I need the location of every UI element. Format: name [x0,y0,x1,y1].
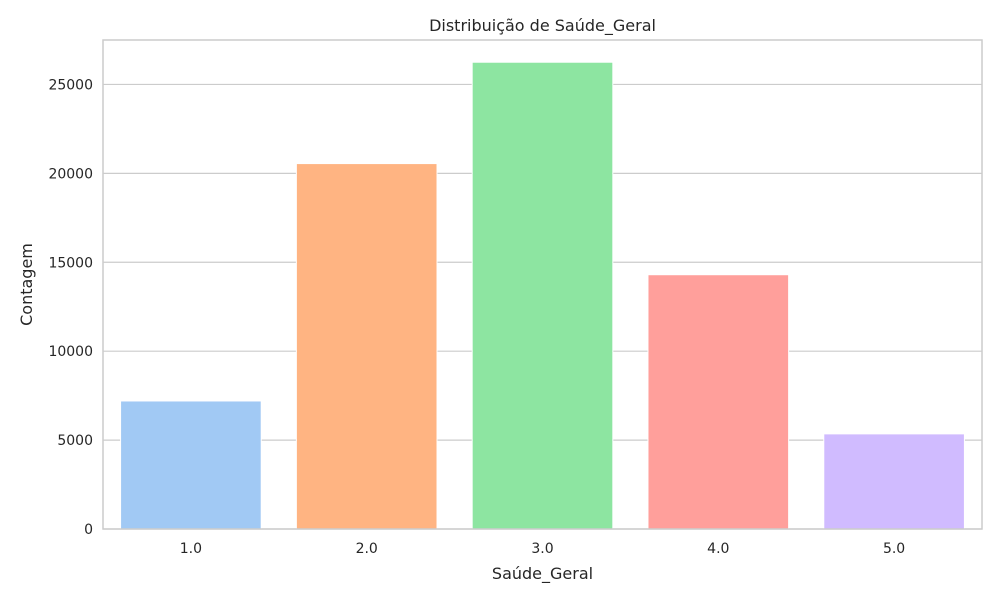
y-tick-label: 10000 [48,344,93,360]
bar-1.0 [120,400,262,530]
y-tick-label: 0 [84,522,93,538]
y-tick-label: 25000 [48,77,93,93]
chart-title: Distribuição de Saúde_Geral [429,16,656,36]
plot-frame [102,39,983,530]
x-axis-label: Saúde_Geral [492,564,593,584]
bars [120,61,965,530]
x-tick-label: 2.0 [356,541,378,557]
x-tick-label: 4.0 [707,541,729,557]
bar-3.0 [471,61,614,530]
y-tick-label: 5000 [57,433,93,449]
bar-2.0 [295,163,438,530]
x-tick-label: 5.0 [883,541,905,557]
x-tick-label: 1.0 [180,541,202,557]
bar-4.0 [647,274,790,530]
y-axis-ticks: 0 5000 10000 15000 20000 25000 [48,77,93,538]
bar-5.0 [823,433,965,530]
x-tick-label: 3.0 [531,541,553,557]
x-axis-ticks: 1.0 2.0 3.0 4.0 5.0 [180,541,905,557]
y-axis-label: Contagem [17,243,36,326]
y-tick-label: 20000 [48,166,93,182]
y-tick-label: 15000 [48,255,93,271]
